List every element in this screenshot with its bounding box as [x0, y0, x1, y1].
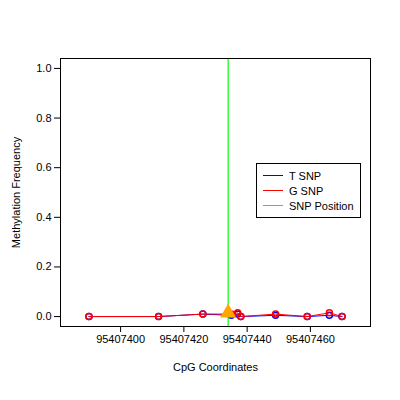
- html-text:SNP Position: SNP Position: [289, 199, 354, 212]
- svg-text:95407420: 95407420: [159, 333, 208, 345]
- svg-text:CpG Coordinates: CpG Coordinates: [173, 361, 258, 373]
- svg-text:95407440: 95407440: [223, 333, 272, 345]
- svg-text:0.8: 0.8: [36, 112, 51, 124]
- svg-text:95407460: 95407460: [286, 333, 335, 345]
- svg-text:0.2: 0.2: [36, 260, 51, 272]
- html-text:T SNP: T SNP: [289, 169, 322, 182]
- svg-text:Methylation Frequency: Methylation Frequency: [10, 136, 22, 248]
- svg-text:0.6: 0.6: [36, 161, 51, 173]
- svg-text:0.0: 0.0: [36, 310, 51, 322]
- svg-text:95407400: 95407400: [96, 333, 145, 345]
- svg-text:0.4: 0.4: [36, 211, 51, 223]
- svg-text:1.0: 1.0: [36, 62, 51, 74]
- html-text:G SNP: G SNP: [289, 184, 324, 197]
